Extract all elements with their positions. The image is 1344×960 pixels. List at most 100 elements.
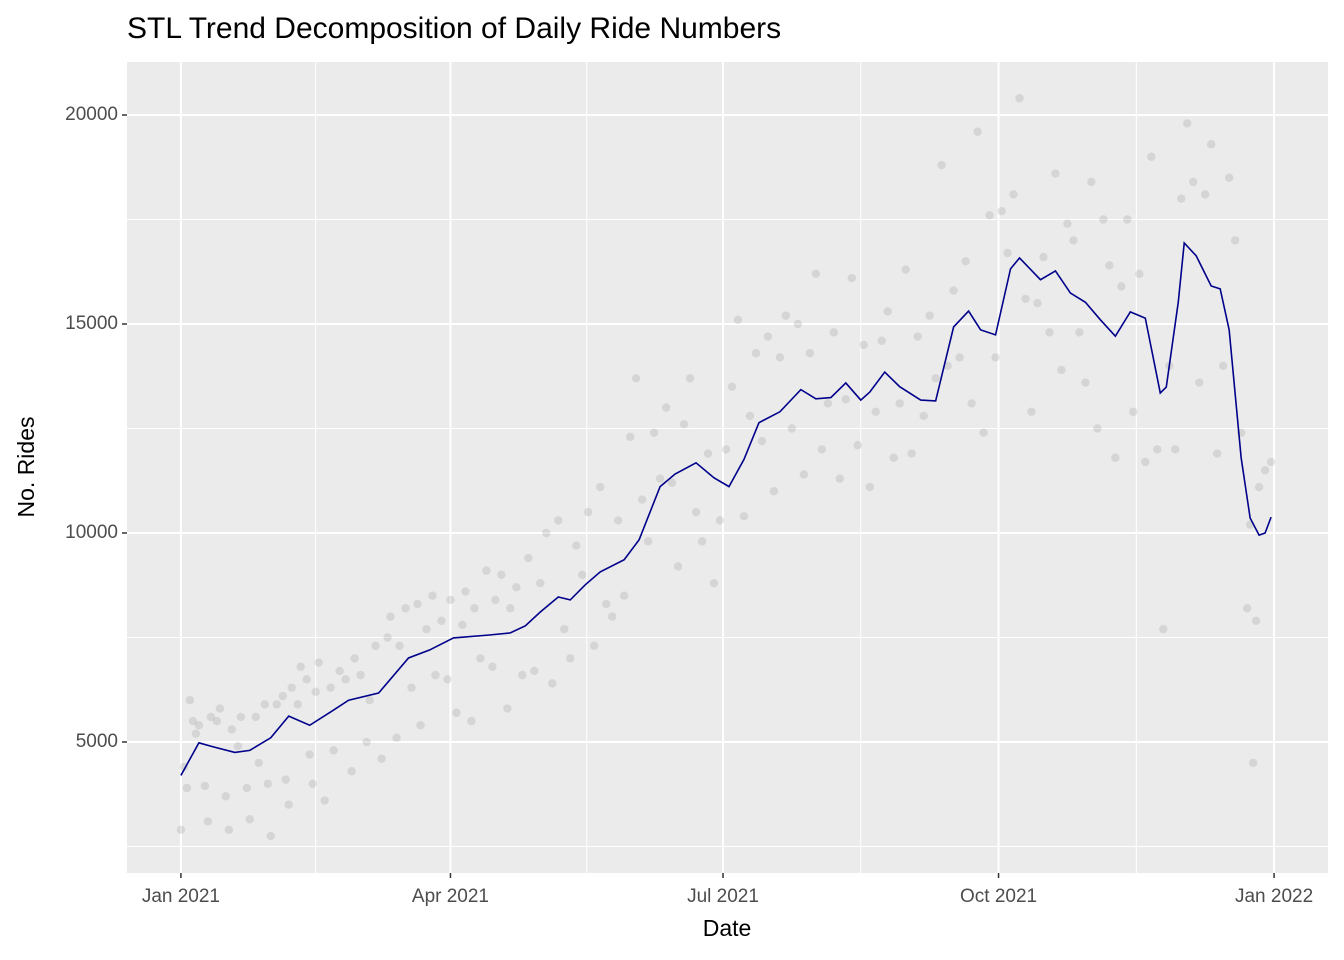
- point: [1147, 152, 1156, 162]
- point: [293, 700, 302, 709]
- point: [512, 583, 521, 592]
- marks: [176, 94, 1276, 841]
- point: [350, 654, 359, 663]
- point: [341, 675, 350, 684]
- point: [1081, 378, 1090, 387]
- point: [1075, 328, 1084, 337]
- point: [1248, 758, 1258, 768]
- point: [371, 641, 380, 651]
- panel: [127, 62, 1328, 873]
- point: [335, 666, 344, 676]
- point: [661, 403, 671, 412]
- point: [763, 332, 773, 341]
- point: [272, 700, 281, 709]
- point: [326, 683, 335, 692]
- point: [847, 273, 856, 283]
- point: [467, 716, 476, 726]
- point: [1251, 616, 1261, 625]
- point: [416, 721, 425, 730]
- point: [721, 445, 731, 454]
- point: [266, 831, 275, 841]
- point: [733, 315, 743, 325]
- point: [841, 395, 851, 404]
- point: [437, 616, 446, 625]
- point: [631, 374, 641, 383]
- point: [296, 662, 305, 671]
- point: [461, 587, 470, 596]
- point: [1206, 140, 1216, 149]
- point: [1254, 482, 1264, 492]
- point: [835, 474, 845, 483]
- point: [1141, 457, 1150, 467]
- point: [1045, 328, 1054, 337]
- point: [985, 211, 994, 220]
- point: [613, 516, 623, 525]
- point: [823, 399, 833, 408]
- point: [203, 817, 213, 826]
- point: [637, 495, 647, 504]
- point: [1063, 219, 1072, 228]
- point: [224, 825, 234, 834]
- point: [497, 570, 506, 580]
- point: [470, 604, 479, 613]
- point: [413, 599, 422, 609]
- point: [1087, 177, 1096, 187]
- point: [1195, 378, 1204, 387]
- point: [431, 670, 440, 680]
- point: [221, 792, 231, 801]
- x-tick-label: Jan 2021: [142, 886, 220, 907]
- point: [1111, 453, 1120, 462]
- point: [200, 781, 210, 791]
- point: [1183, 119, 1192, 128]
- y-axis-title: No. Rides: [13, 417, 39, 518]
- point: [1242, 604, 1252, 613]
- point: [284, 800, 293, 809]
- point: [407, 683, 416, 692]
- point: [446, 595, 455, 605]
- point: [458, 620, 467, 630]
- point: [395, 641, 404, 651]
- point: [1039, 252, 1048, 262]
- point: [1177, 194, 1186, 203]
- point: [667, 478, 677, 488]
- point: [386, 612, 395, 621]
- y-tick-label: 15000: [65, 313, 118, 334]
- point: [194, 721, 204, 730]
- grid: [127, 62, 1328, 873]
- point: [263, 779, 272, 788]
- point: [554, 516, 563, 525]
- point: [1159, 624, 1168, 634]
- point: [919, 411, 928, 421]
- point: [215, 704, 225, 713]
- point: [625, 432, 635, 442]
- point: [281, 775, 290, 784]
- point: [1230, 236, 1240, 245]
- point: [482, 566, 491, 575]
- point: [185, 695, 195, 705]
- point: [572, 541, 581, 550]
- point: [320, 796, 329, 805]
- point: [745, 411, 755, 421]
- chart-title: STL Trend Decomposition of Daily Ride Nu…: [127, 12, 781, 45]
- point: [191, 729, 201, 738]
- point: [619, 591, 629, 600]
- point: [913, 332, 922, 341]
- point: [643, 537, 653, 546]
- x-axis-title: Date: [703, 915, 752, 941]
- y-tick-label: 5000: [76, 731, 118, 752]
- point: [937, 160, 946, 170]
- point: [452, 708, 461, 717]
- point: [799, 470, 809, 479]
- point: [428, 591, 437, 600]
- point: [787, 424, 797, 433]
- point: [751, 349, 761, 358]
- point: [781, 311, 791, 320]
- point: [590, 641, 599, 651]
- point: [709, 578, 719, 588]
- point: [602, 599, 611, 609]
- point: [679, 420, 689, 429]
- point: [715, 516, 725, 525]
- point: [703, 449, 713, 458]
- point: [739, 512, 749, 521]
